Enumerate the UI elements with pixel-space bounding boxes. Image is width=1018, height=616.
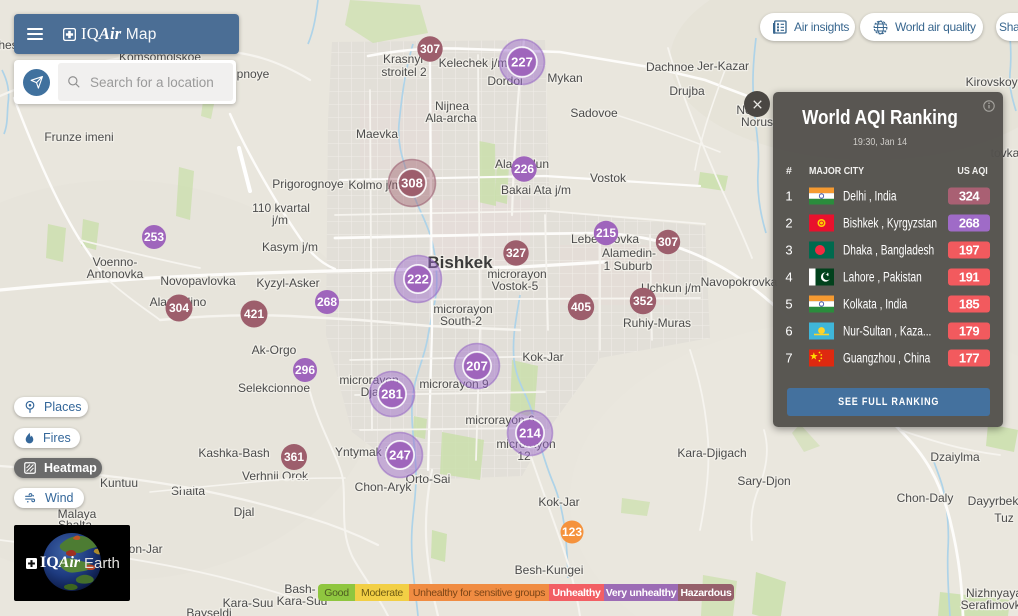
svg-text:Kyzyl-Asker: Kyzyl-Asker [256,276,319,290]
svg-text:Dordoi: Dordoi [487,74,522,88]
svg-text:Kashka-Bash: Kashka-Bash [198,446,269,460]
svg-text:296: 296 [295,363,315,377]
svg-text:110 kvartal: 110 kvartal [252,201,310,215]
svg-text:307: 307 [420,42,440,56]
svg-text:253: 253 [144,230,164,244]
svg-text:405: 405 [571,300,591,314]
svg-text:222: 222 [407,272,429,287]
svg-text:Frunze imeni: Frunze imeni [44,130,113,144]
svg-text:Bishkek: Bishkek [427,253,493,272]
svg-text:Jer-Kazar: Jer-Kazar [697,59,749,73]
svg-text:Kasym j/m: Kasym j/m [262,240,318,254]
svg-text:Chon-Daly: Chon-Daly [897,491,954,505]
svg-text:Verhnii Orok: Verhnii Orok [242,469,309,483]
svg-text:421: 421 [244,307,264,321]
svg-text:Vostok-5: Vostok-5 [492,279,539,293]
svg-text:327: 327 [506,246,526,260]
svg-text:Drujba: Drujba [669,84,705,98]
svg-text:307: 307 [658,235,678,249]
svg-text:Nizhnyaya: Nizhnyaya [966,586,1018,600]
svg-text:268: 268 [317,295,337,309]
svg-text:Ruhiy-Muras: Ruhiy-Muras [623,316,691,330]
svg-text:Uchkun j/m: Uchkun j/m [641,281,701,295]
svg-text:stroitel 2: stroitel 2 [381,65,427,79]
svg-text:Djal: Djal [234,505,255,519]
svg-text:304: 304 [169,301,189,315]
svg-text:207: 207 [466,359,488,374]
svg-text:South-2: South-2 [440,314,482,328]
svg-text:Navopokrovka: Navopokrovka [701,275,778,289]
svg-text:12: 12 [517,449,531,463]
svg-text:Selekcionnoe: Selekcionnoe [238,381,310,395]
svg-text:Prigorognoye: Prigorognoye [272,177,344,191]
svg-text:Novopavlovka: Novopavlovka [160,274,236,288]
svg-text:Serafimovka: Serafimovka [961,598,1018,612]
svg-text:215: 215 [596,226,616,240]
svg-text:227: 227 [511,55,533,70]
svg-text:Ak-Orgo: Ak-Orgo [252,343,297,357]
svg-text:247: 247 [389,448,411,463]
svg-text:Chon-Aryk: Chon-Aryk [355,480,413,494]
svg-text:Bakai Ata j/m: Bakai Ata j/m [501,183,571,197]
svg-text:microrayon: microrayon [487,267,546,281]
svg-text:Besh-Kungei: Besh-Kungei [515,563,584,577]
svg-text:Kirovskoye: Kirovskoye [966,75,1018,89]
svg-text:Kelechek j/m: Kelechek j/m [439,56,508,70]
svg-text:Bayseldi: Bayseldi [186,606,231,616]
svg-text:microrayon: microrayon [433,302,492,316]
svg-text:pnoye: pnoye [237,67,270,81]
svg-text:Krasnyi: Krasnyi [383,52,423,66]
svg-text:361: 361 [284,450,304,464]
svg-text:Norus: Norus [741,115,773,129]
svg-text:Mykan: Mykan [547,71,582,85]
svg-text:Ala-archa: Ala-archa [425,111,477,125]
svg-text:Kara-Suu: Kara-Suu [223,596,274,610]
svg-text:Djal: Djal [361,385,382,399]
svg-text:Dayyrbek: Dayyrbek [968,494,1018,508]
svg-text:Kok-Jar: Kok-Jar [522,350,563,364]
svg-text:123: 123 [562,525,582,539]
svg-text:Alamedin-: Alamedin- [602,246,656,260]
svg-text:281: 281 [381,387,403,402]
svg-text:Maevka: Maevka [356,127,398,141]
svg-text:226: 226 [514,162,534,176]
svg-text:Kara-Djigach: Kara-Djigach [677,446,746,460]
svg-text:Malaya: Malaya [58,507,97,521]
svg-text:352: 352 [633,294,653,308]
svg-text:Tuz: Tuz [994,511,1014,525]
svg-text:Sary-Djon: Sary-Djon [737,474,790,488]
svg-text:Antonovka: Antonovka [87,267,144,281]
svg-text:Dachnoe: Dachnoe [646,60,694,74]
svg-text:Nijnea: Nijnea [435,99,469,113]
svg-text:Orto-Sai: Orto-Sai [406,472,451,486]
svg-text:Voenno-: Voenno- [93,255,138,269]
svg-text:Bash-: Bash- [284,582,315,596]
svg-text:Shalta: Shalta [171,484,205,498]
svg-text:Vostok: Vostok [590,171,627,185]
svg-text:308: 308 [401,176,423,191]
svg-text:Kok-Jar: Kok-Jar [538,495,579,509]
svg-text:Kara-Suu: Kara-Suu [277,594,328,608]
svg-text:Dzaiylma: Dzaiylma [930,450,980,464]
svg-text:Kuntuu: Kuntuu [100,476,138,490]
svg-text:microrayon 6: microrayon 6 [465,413,535,427]
svg-text:j/m: j/m [271,213,288,227]
svg-text:214: 214 [519,426,541,441]
svg-text:1 Suburb: 1 Suburb [604,259,653,273]
svg-text:Sadovoe: Sadovoe [570,106,618,120]
